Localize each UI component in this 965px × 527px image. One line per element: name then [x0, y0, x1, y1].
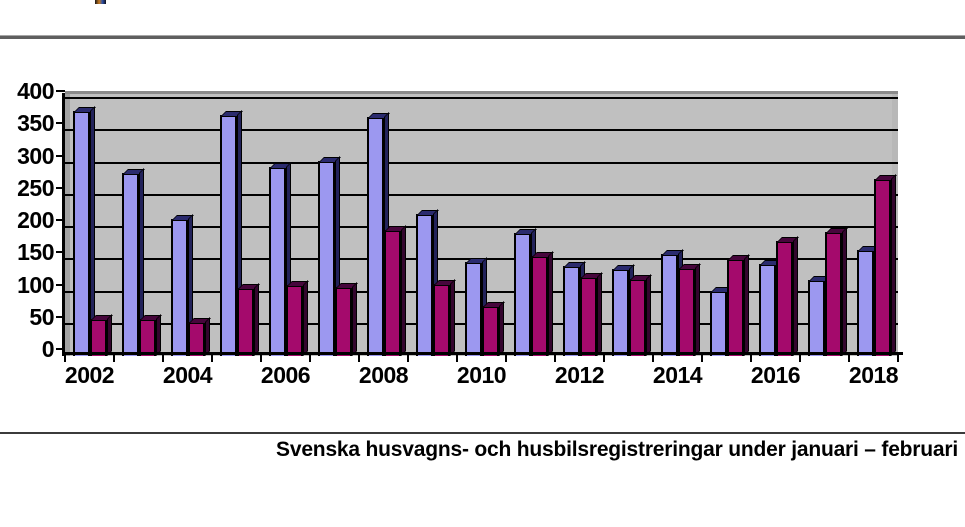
- bar-husbilar-2006: [285, 280, 309, 356]
- y-tick-350: [56, 122, 65, 125]
- bar-husvagnar-2007: [317, 156, 341, 356]
- y-label-250: 250: [17, 174, 54, 201]
- bar-husbilar-2011: [530, 251, 554, 356]
- x-tick-7: [407, 355, 409, 362]
- x-tick-17: [897, 355, 899, 362]
- x-label-2016: 2016: [750, 362, 801, 388]
- y-label-0: 0: [41, 336, 55, 362]
- y-label-350: 350: [17, 110, 54, 137]
- bar-husvagnar-2008: [366, 112, 390, 356]
- bar-husbilar-2017: [824, 227, 848, 356]
- x-label-2006: 2006: [260, 362, 311, 388]
- x-tick-2: [162, 355, 164, 362]
- y-tick-250: [56, 186, 65, 189]
- y-label-300: 300: [17, 142, 54, 169]
- x-tick-6: [358, 355, 360, 362]
- y-tick-150: [56, 251, 65, 254]
- x-tick-14: [750, 355, 752, 362]
- bar-husbilar-2005: [236, 283, 260, 356]
- x-tick-0: [64, 355, 66, 362]
- bar-husvagnar-2016: [758, 259, 782, 356]
- plot-left-wall: [65, 94, 70, 356]
- x-tick-10: [554, 355, 556, 362]
- bar-husbilar-2010: [481, 301, 505, 356]
- x-tick-12: [652, 355, 654, 362]
- bar-husvagnar-2004: [170, 214, 194, 356]
- x-label-2004: 2004: [162, 362, 213, 388]
- bar-husvagnar-2015: [709, 286, 733, 356]
- y-tick-400: [56, 90, 65, 92]
- y-axis-line: [62, 93, 65, 356]
- x-tick-9: [505, 355, 507, 362]
- bar-husbilar-2003: [138, 314, 162, 356]
- bar-husvagnar-2005: [219, 110, 243, 356]
- y-tick-200: [56, 219, 65, 221]
- caption-rule: [0, 432, 965, 434]
- y-axis-labels: 0 50 100 150 200 250 300 350 400: [0, 78, 54, 362]
- x-axis-line: [62, 352, 903, 355]
- bar-husbilar-2004: [187, 317, 211, 356]
- gridline-250: [65, 193, 898, 196]
- y-label-200: 200: [17, 207, 54, 233]
- bar-husbilar-2016: [775, 236, 799, 356]
- x-label-2008: 2008: [358, 362, 409, 388]
- x-tick-16: [848, 355, 850, 362]
- bar-husvagnar-2018: [856, 245, 880, 356]
- y-label-400: 400: [17, 78, 54, 104]
- x-label-2014: 2014: [652, 362, 703, 388]
- x-tick-3: [211, 355, 213, 362]
- y-label-150: 150: [17, 239, 54, 266]
- x-tick-4: [260, 355, 262, 362]
- chart-caption: Svenska husvagns- och husbilsregistrerin…: [276, 438, 958, 461]
- x-axis-labels: 2002 2004 2006 2008 2010 2012 2014 2016 2018: [65, 362, 899, 392]
- y-tick-300: [56, 154, 65, 157]
- bar-husvagnar-2006: [268, 162, 292, 356]
- x-label-2018: 2018: [848, 362, 899, 388]
- bar-husvagnar-2012: [562, 261, 586, 356]
- x-tick-1: [113, 355, 115, 362]
- y-label-50: 50: [29, 303, 54, 330]
- x-tick-13: [701, 355, 703, 362]
- gridline-200: [65, 226, 898, 228]
- bar-husbilar-2008: [383, 225, 407, 356]
- bar-husbilar-2018: [873, 174, 897, 356]
- y-axis-ticks: [55, 90, 65, 353]
- gridline-350: [65, 129, 898, 132]
- bar-husbilar-2002: [89, 314, 113, 356]
- bar-husbilar-2007: [334, 282, 358, 356]
- bar-husvagnar-2011: [513, 228, 537, 356]
- cropped-logo-fragment: [95, 0, 106, 4]
- registrations-bar-chart: 0 50 100 150 200 250 300 350 400 2002 2004 2006 200…: [0, 78, 903, 392]
- bar-husbilar-2012: [579, 272, 603, 356]
- bar-husbilar-2009: [432, 279, 456, 356]
- bar-husvagnar-2010: [464, 257, 488, 356]
- x-tick-5: [309, 355, 311, 362]
- bar-husvagnar-2009: [415, 209, 439, 356]
- plot-area: [65, 91, 898, 356]
- gridline-300: [65, 161, 898, 164]
- bar-husvagnar-2013: [611, 264, 635, 356]
- x-label-2010: 2010: [456, 362, 507, 388]
- bar-husbilar-2014: [677, 263, 701, 356]
- bar-husvagnar-2017: [807, 275, 831, 356]
- x-axis-ticks: [64, 355, 899, 363]
- y-tick-50: [56, 315, 65, 318]
- x-tick-8: [456, 355, 458, 362]
- bar-husvagnar-2002: [72, 106, 96, 356]
- y-tick-0: [56, 348, 65, 350]
- y-label-100: 100: [17, 271, 54, 298]
- bar-husbilar-2013: [628, 274, 652, 356]
- top-rule: [0, 35, 965, 39]
- x-label-2002: 2002: [64, 362, 115, 388]
- gridline-400: [65, 97, 898, 99]
- x-label-2012: 2012: [554, 362, 605, 388]
- bar-husbilar-2015: [726, 254, 750, 356]
- bar-husvagnar-2003: [121, 168, 145, 356]
- y-tick-100: [56, 283, 65, 286]
- x-tick-11: [603, 355, 605, 362]
- bar-husvagnar-2014: [660, 249, 684, 356]
- x-tick-15: [799, 355, 801, 362]
